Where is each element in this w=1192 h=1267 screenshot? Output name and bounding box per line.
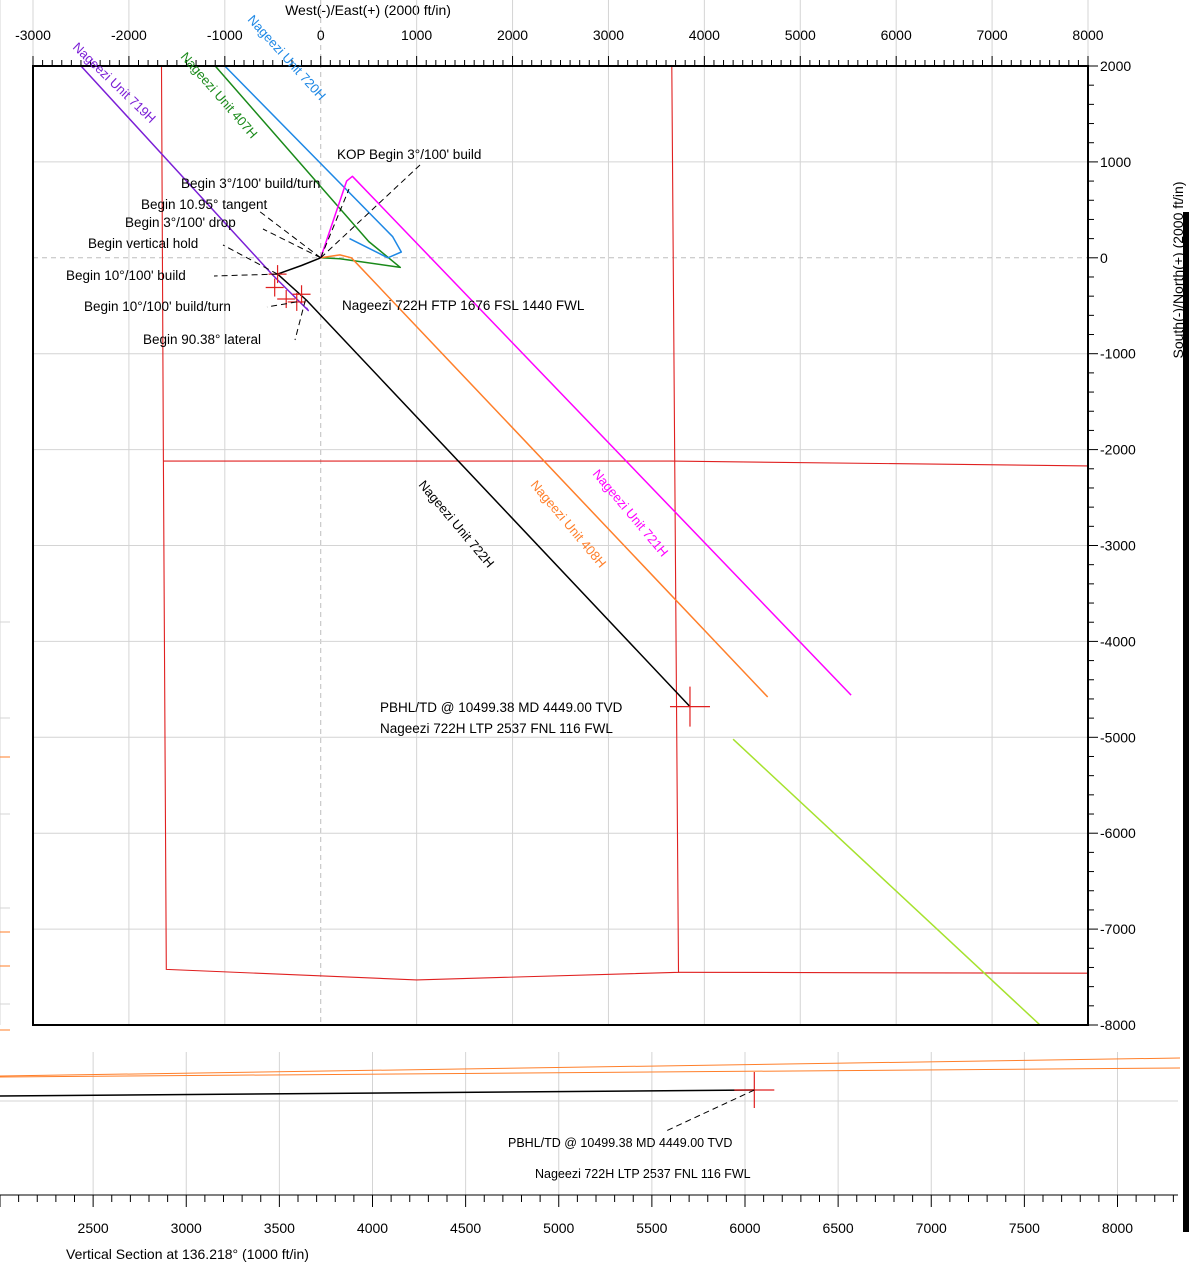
y-tick-label: 1000 [1100,154,1131,170]
x-tick-label: -1000 [207,27,243,43]
y-tick-label: 0 [1100,250,1108,266]
annotation-ltp: Nageezi 722H LTP 2537 FNL 116 FWL [380,721,613,736]
y-tick-label: -7000 [1100,921,1136,937]
annotation-pbhl: PBHL/TD @ 10499.38 MD 4449.00 TVD [380,700,623,715]
leader-tangent [258,210,322,259]
annotations [213,164,421,341]
plan-y-axis-label: South(-)/North(+) (2000 ft/in) [1170,181,1186,358]
well-label-407h: Nageezi Unit 407H [178,49,261,141]
x-tick-label: 7000 [977,27,1008,43]
series-line-2 [214,65,402,269]
x-tick-label: 0 [317,27,325,43]
vs-tick-label: 6500 [823,1220,854,1236]
y-tick-label: -1000 [1100,346,1136,362]
annotation-kop: KOP Begin 3°/100' build [337,147,481,162]
plan-x-axis-label: West(-)/East(+) (2000 ft/in) [285,2,451,18]
vs-x-axis-label: Vertical Section at 136.218° (1000 ft/in… [66,1246,309,1262]
annotation-ftp: Nageezi 722H FTP 1676 FSL 1440 FWL [342,298,585,313]
plan-ticks: -3000 -2000 -1000 0 1000 2000 3000 4000 5000 6000… [15,27,1136,1033]
annotation-build10-turn: Begin 10°/100' build/turn [84,299,231,314]
series-line-0 [276,257,691,708]
vs-tick-label: 3000 [171,1220,202,1236]
leader-drop [262,228,321,259]
series-line-3 [224,65,403,259]
vs-line-orange-1 [0,1057,1181,1077]
annotation-drop: Begin 3°/100' drop [125,215,236,230]
vs-leader [665,1089,755,1132]
leader-kop [320,164,421,259]
x-tick-label: -3000 [15,27,51,43]
y-tick-label: -3000 [1100,538,1136,554]
annotation-build-turn: Begin 3°/100' build/turn [181,176,320,191]
series-line-5 [320,254,769,698]
vs-tick-label: 4000 [357,1220,388,1236]
lease-line [678,971,1089,974]
vs-tick-label: 2500 [78,1220,109,1236]
well-label-722h: Nageezi Unit 722H [416,477,498,570]
annotation-lateral: Begin 90.38° lateral [143,332,261,347]
series-line-4 [319,175,852,696]
vs-annotation-ltp: Nageezi 722H LTP 2537 FNL 116 FWL [535,1167,751,1181]
leader-lateral [294,299,306,341]
y-tick-label: -4000 [1100,633,1136,649]
vs-tick-label: 7000 [916,1220,947,1236]
x-tick-label: -2000 [111,27,147,43]
vs-tick-label: 8000 [1102,1220,1133,1236]
well-label-719h: Nageezi Unit 719H [70,39,159,126]
lease-lines [160,65,1089,981]
y-tick-label: -2000 [1100,442,1136,458]
well-label-408h: Nageezi Unit 408H [528,477,610,570]
vs-tick-label: 5000 [543,1220,574,1236]
y-tick-label: -6000 [1100,825,1136,841]
vs-annotation-pbhl: PBHL/TD @ 10499.38 MD 4449.00 TVD [508,1136,732,1150]
annotation-build10: Begin 10°/100' build [66,268,186,283]
y-tick-label: -8000 [1100,1017,1136,1033]
x-tick-label: 6000 [881,27,912,43]
lease-line [163,460,1089,467]
y-tick-label: -5000 [1100,729,1136,745]
y-tick-label: 2000 [1100,58,1131,74]
vs-tick-label: 3500 [264,1220,295,1236]
x-tick-label: 2000 [497,27,528,43]
vs-line-722h [0,1089,755,1097]
leader-build10-turn [266,301,297,308]
vs-tick-label: 5500 [636,1220,667,1236]
x-tick-label: 8000 [1072,27,1103,43]
x-tick-label: 4000 [689,27,720,43]
vertical-section-chart: 2500 3000 3500 4000 4500 5000 5500 6000 6500 7000… [0,212,1189,1236]
vs-tick-label: 7500 [1009,1220,1040,1236]
vs-tick-label: 4500 [450,1220,481,1236]
series-line-6 [732,738,1041,1026]
leader-build-turn [320,188,350,258]
leader-build10 [213,273,278,277]
annotation-vertical-hold: Begin vertical hold [88,236,198,251]
x-tick-label: 5000 [785,27,816,43]
vs-line-orange-2 [0,1067,1181,1078]
vs-tick-label: 6000 [729,1220,760,1236]
plan-series [80,65,1041,1026]
x-tick-label: 1000 [401,27,432,43]
series-line-1 [80,65,310,312]
right-edge-bar [1183,212,1189,1232]
x-tick-label: 3000 [593,27,624,43]
annotation-tangent: Begin 10.95° tangent [141,197,268,212]
leader-vertical-hold [222,244,278,275]
well-label-720h: Nageezi Unit 720H [245,12,329,103]
